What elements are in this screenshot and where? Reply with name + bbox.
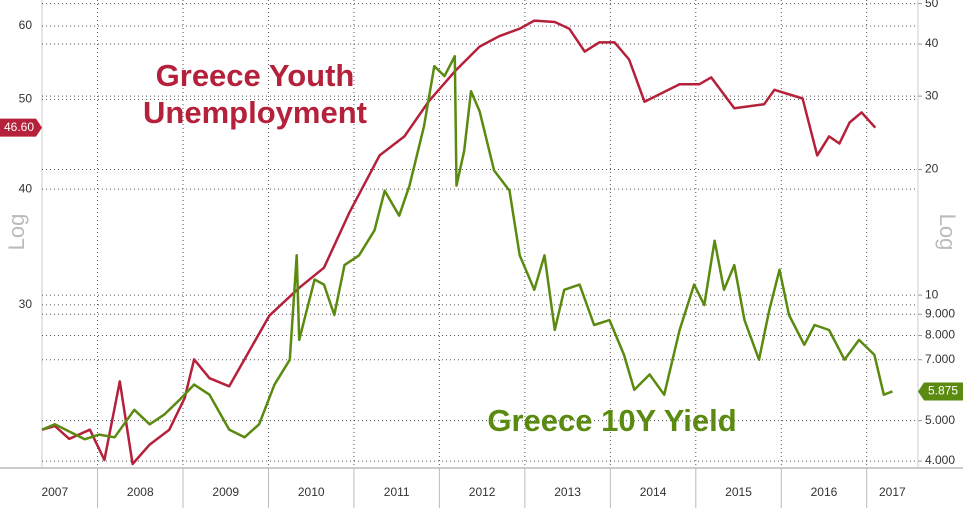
- series-line: [41, 19, 877, 466]
- value-tag: [918, 382, 963, 401]
- x-tick-label: 2014: [640, 485, 667, 499]
- y2-tick-label: 8.000: [925, 328, 955, 342]
- x-tick-label: 2012: [469, 485, 496, 499]
- series-line: [41, 54, 893, 441]
- x-tick-label: 2009: [212, 485, 239, 499]
- x-tick-label: 2015: [725, 485, 752, 499]
- value-tag: [0, 118, 42, 137]
- series-annotation: Unemployment: [143, 95, 367, 130]
- y2-tick-label: 4.000: [925, 453, 955, 467]
- x-tick-label: 2007: [41, 485, 68, 499]
- y-tick-label: 60: [19, 18, 33, 32]
- x-tick-label: 2013: [554, 485, 581, 499]
- x-tick-label: 2016: [811, 485, 838, 499]
- x-tick-label: 2008: [127, 485, 154, 499]
- y2-tick-label: 50: [925, 0, 939, 10]
- y2-axis-title: Log: [935, 214, 960, 251]
- y2-tick-label: 5.000: [925, 413, 955, 427]
- x-tick-label: 2017: [879, 485, 906, 499]
- value-label: 46.60: [4, 120, 34, 134]
- y2-tick-label: 10: [925, 287, 939, 301]
- y-tick-label: 40: [19, 181, 33, 195]
- y2-tick-label: 9.000: [925, 306, 955, 320]
- y-axis-title: Log: [4, 214, 29, 251]
- series-annotation: Greece Youth: [156, 58, 355, 93]
- series-annotation: Greece 10Y Yield: [487, 403, 736, 438]
- value-label: 5.875: [928, 384, 958, 398]
- y2-tick-label: 30: [925, 88, 939, 102]
- y-tick-label: 50: [19, 91, 33, 105]
- x-axis-band: [0, 468, 963, 508]
- x-tick-label: 2010: [298, 485, 325, 499]
- x-tick-label: 2011: [384, 485, 410, 499]
- y2-tick-label: 20: [925, 162, 939, 176]
- y2-tick-label: 40: [925, 36, 939, 50]
- y2-tick-label: 7.000: [925, 352, 955, 366]
- y-tick-label: 30: [19, 297, 33, 311]
